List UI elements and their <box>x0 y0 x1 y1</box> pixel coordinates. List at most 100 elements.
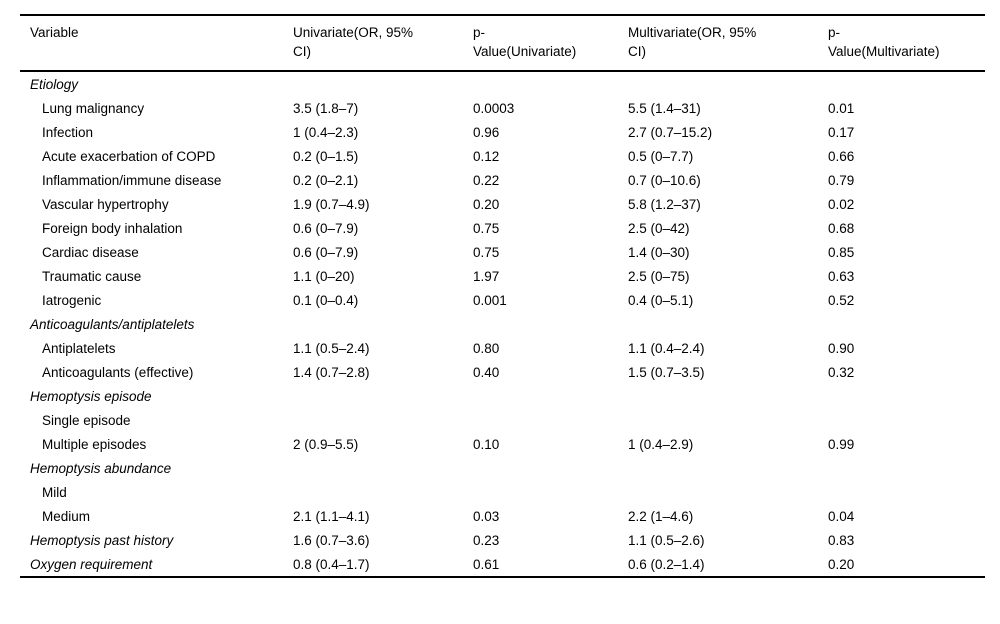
variable-cell: Mild <box>42 484 67 500</box>
variable-cell: Lung malignancy <box>42 100 145 116</box>
variable-cell: Cardiac disease <box>42 244 139 260</box>
variable-cell: Inflammation/immune disease <box>42 172 222 188</box>
univariate-or-cell: 1.4 (0.7–2.8) <box>293 364 370 380</box>
p-value-univariate-cell <box>473 387 628 406</box>
p-value-univariate-cell: 0.0003 <box>473 100 515 116</box>
multivariate-or-cell: 1.4 (0–30) <box>628 244 690 260</box>
multivariate-or-cell: 1 (0.4–2.9) <box>628 436 694 452</box>
p-value-univariate-cell: 0.80 <box>473 340 500 356</box>
multivariate-or-cell: 1.5 (0.7–3.5) <box>628 364 705 380</box>
table-row: Vascular hypertrophy 1.9 (0.7–4.9) 0.20 … <box>20 192 985 216</box>
table-row: Acute exacerbation of COPD 0.2 (0–1.5) 0… <box>20 144 985 168</box>
p-value-multivariate-cell: 0.66 <box>828 148 855 164</box>
multivariate-or-cell: 0.6 (0.2–1.4) <box>628 556 705 572</box>
p-value-univariate-cell: 0.22 <box>473 172 500 188</box>
table-row: Oxygen requirement 0.8 (0.4–1.7) 0.61 0.… <box>20 552 985 576</box>
p-value-multivariate-cell: 0.68 <box>828 220 855 236</box>
table-header-row: Variable Univariate(OR, 95% CI) p- Value… <box>20 16 985 72</box>
multivariate-or-cell: 2.2 (1–4.6) <box>628 508 694 524</box>
variable-cell: Iatrogenic <box>42 292 102 308</box>
column-header-p-multivariate: p- Value(Multivariate) <box>828 25 940 59</box>
p-value-univariate-cell: 0.12 <box>473 148 500 164</box>
p-value-multivariate-cell: 0.04 <box>828 508 855 524</box>
column-header-p-univariate: p- Value(Univariate) <box>473 25 577 59</box>
p-value-multivariate-cell: 0.20 <box>828 556 855 572</box>
p-value-univariate-cell: 0.61 <box>473 556 500 572</box>
multivariate-or-cell: 1.1 (0.5–2.6) <box>628 532 705 548</box>
table-row: Anticoagulants/antiplatelets <box>20 312 985 336</box>
variable-cell: Hemoptysis past history <box>30 532 174 548</box>
p-value-univariate-cell: 0.10 <box>473 436 500 452</box>
p-value-multivariate-cell <box>828 75 985 94</box>
univariate-or-cell: 0.6 (0–7.9) <box>293 220 359 236</box>
p-value-multivariate-cell <box>828 315 985 334</box>
table-row: Iatrogenic 0.1 (0–0.4) 0.001 0.4 (0–5.1)… <box>20 288 985 312</box>
univariate-or-cell: 2 (0.9–5.5) <box>293 436 359 452</box>
table-row: Etiology <box>20 72 985 96</box>
variable-cell: Anticoagulants (effective) <box>42 364 194 380</box>
variable-cell: Etiology <box>30 76 79 92</box>
p-value-univariate-cell: 0.75 <box>473 220 500 236</box>
multivariate-or-cell: 5.5 (1.4–31) <box>628 100 701 116</box>
variable-cell: Multiple episodes <box>42 436 147 452</box>
multivariate-or-cell: 1.1 (0.4–2.4) <box>628 340 705 356</box>
univariate-or-cell: 1.1 (0.5–2.4) <box>293 340 370 356</box>
multivariate-or-cell <box>628 483 828 502</box>
variable-cell: Hemoptysis abundance <box>30 460 172 476</box>
p-value-multivariate-cell <box>828 483 985 502</box>
variable-cell: Oxygen requirement <box>30 556 153 572</box>
multivariate-or-cell <box>628 387 828 406</box>
univariate-or-cell <box>293 75 473 94</box>
p-value-multivariate-cell: 0.17 <box>828 124 855 140</box>
p-value-univariate-cell: 1.97 <box>473 268 500 284</box>
univariate-or-cell: 0.6 (0–7.9) <box>293 244 359 260</box>
table-row: Cardiac disease 0.6 (0–7.9) 0.75 1.4 (0–… <box>20 240 985 264</box>
table-row: Foreign body inhalation 0.6 (0–7.9) 0.75… <box>20 216 985 240</box>
table-row: Hemoptysis abundance <box>20 456 985 480</box>
univariate-or-cell <box>293 387 473 406</box>
variable-cell: Infection <box>42 124 94 140</box>
variable-cell: Hemoptysis episode <box>30 388 152 404</box>
multivariate-or-cell <box>628 459 828 478</box>
p-value-multivariate-cell: 0.83 <box>828 532 855 548</box>
p-value-multivariate-cell: 0.79 <box>828 172 855 188</box>
variable-cell: Acute exacerbation of COPD <box>42 148 216 164</box>
multivariate-or-cell: 2.5 (0–42) <box>628 220 690 236</box>
p-value-univariate-cell <box>473 459 628 478</box>
univariate-or-cell <box>293 483 473 502</box>
p-value-multivariate-cell: 0.01 <box>828 100 855 116</box>
variable-cell: Vascular hypertrophy <box>42 196 169 212</box>
univariate-or-cell: 1 (0.4–2.3) <box>293 124 359 140</box>
p-value-multivariate-cell: 0.52 <box>828 292 855 308</box>
table-row: Single episode <box>20 408 985 432</box>
table-row: Hemoptysis past history 1.6 (0.7–3.6) 0.… <box>20 528 985 552</box>
table-row: Multiple episodes 2 (0.9–5.5) 0.10 1 (0.… <box>20 432 985 456</box>
variable-cell: Antiplatelets <box>42 340 116 356</box>
multivariate-or-cell <box>628 315 828 334</box>
results-table: Variable Univariate(OR, 95% CI) p- Value… <box>20 14 985 578</box>
variable-cell: Foreign body inhalation <box>42 220 183 236</box>
p-value-multivariate-cell: 0.63 <box>828 268 855 284</box>
variable-cell: Traumatic cause <box>42 268 142 284</box>
column-header-multivariate-or: Multivariate(OR, 95% CI) <box>628 25 757 59</box>
multivariate-or-cell: 2.7 (0.7–15.2) <box>628 124 713 140</box>
multivariate-or-cell: 5.8 (1.2–37) <box>628 196 701 212</box>
univariate-or-cell <box>293 315 473 334</box>
table-row: Medium 2.1 (1.1–4.1) 0.03 2.2 (1–4.6) 0.… <box>20 504 985 528</box>
multivariate-or-cell: 0.4 (0–5.1) <box>628 292 694 308</box>
variable-cell: Single episode <box>42 412 131 428</box>
p-value-multivariate-cell <box>828 411 985 430</box>
table-row: Anticoagulants (effective) 1.4 (0.7–2.8)… <box>20 360 985 384</box>
variable-cell: Medium <box>42 508 91 524</box>
table-row: Lung malignancy 3.5 (1.8–7) 0.0003 5.5 (… <box>20 96 985 120</box>
multivariate-or-cell: 0.5 (0–7.7) <box>628 148 694 164</box>
univariate-or-cell <box>293 411 473 430</box>
p-value-multivariate-cell: 0.99 <box>828 436 855 452</box>
univariate-or-cell <box>293 459 473 478</box>
univariate-or-cell: 1.1 (0–20) <box>293 268 355 284</box>
table-row: Infection 1 (0.4–2.3) 0.96 2.7 (0.7–15.2… <box>20 120 985 144</box>
multivariate-or-cell: 2.5 (0–75) <box>628 268 690 284</box>
p-value-univariate-cell: 0.03 <box>473 508 500 524</box>
univariate-or-cell: 2.1 (1.1–4.1) <box>293 508 370 524</box>
